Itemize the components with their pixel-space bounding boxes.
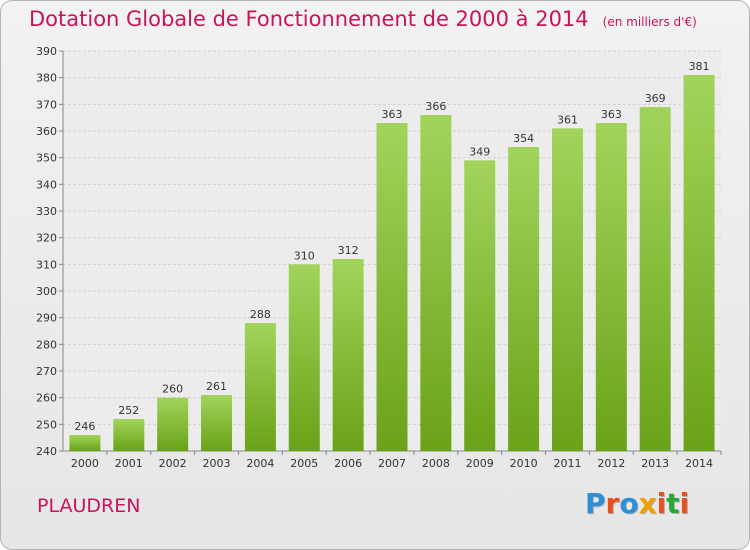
y-tick-label: 380 bbox=[36, 72, 57, 85]
y-tick-label: 290 bbox=[36, 312, 57, 325]
x-tick-label: 2005 bbox=[290, 457, 318, 470]
bar bbox=[201, 395, 233, 451]
x-tick-label: 2007 bbox=[378, 457, 406, 470]
data-label: 366 bbox=[425, 100, 446, 113]
bar bbox=[639, 107, 671, 451]
place-name: PLAUDREN bbox=[37, 495, 141, 517]
logo-letter: t bbox=[666, 487, 680, 520]
y-tick-label: 340 bbox=[36, 178, 57, 191]
logo-letter: i bbox=[656, 487, 667, 520]
x-tick-label: 2003 bbox=[203, 457, 231, 470]
bar bbox=[244, 323, 276, 451]
data-label: 288 bbox=[250, 308, 271, 321]
logo-letter: P bbox=[585, 487, 606, 520]
y-tick-label: 390 bbox=[36, 45, 57, 58]
y-tick-label: 320 bbox=[36, 232, 57, 245]
y-tick-label: 240 bbox=[36, 445, 57, 458]
data-label: 260 bbox=[162, 383, 183, 396]
x-tick-label: 2012 bbox=[597, 457, 625, 470]
x-tick-label: 2008 bbox=[422, 457, 450, 470]
bar bbox=[683, 75, 715, 451]
x-tick-label: 2010 bbox=[510, 457, 538, 470]
x-tick-label: 2006 bbox=[334, 457, 362, 470]
title-text: Dotation Globale de Fonctionnement de 20… bbox=[29, 7, 589, 31]
data-label: 252 bbox=[118, 404, 139, 417]
bar bbox=[113, 419, 145, 451]
proxiti-logo: Proxiti bbox=[585, 487, 689, 520]
logo-letter: o bbox=[619, 487, 639, 520]
bar bbox=[508, 147, 540, 451]
x-tick-label: 2002 bbox=[159, 457, 187, 470]
data-label: 363 bbox=[601, 108, 622, 121]
y-tick-label: 270 bbox=[36, 365, 57, 378]
x-tick-label: 2013 bbox=[641, 457, 669, 470]
data-label: 363 bbox=[382, 108, 403, 121]
logo-letter: i bbox=[679, 487, 690, 520]
x-tick-label: 2001 bbox=[115, 457, 143, 470]
x-tick-label: 2000 bbox=[71, 457, 99, 470]
logo-letter: r bbox=[605, 487, 620, 520]
data-label: 361 bbox=[557, 113, 578, 126]
bar bbox=[595, 123, 627, 451]
y-tick-label: 300 bbox=[36, 285, 57, 298]
data-label: 312 bbox=[338, 244, 359, 257]
unit-note: (en milliers d'€) bbox=[602, 15, 697, 29]
x-tick-label: 2011 bbox=[553, 457, 581, 470]
chart-title: Dotation Globale de Fonctionnement de 20… bbox=[29, 7, 697, 31]
data-label: 369 bbox=[645, 92, 666, 105]
x-tick-label: 2004 bbox=[246, 457, 274, 470]
bar bbox=[288, 264, 320, 451]
y-tick-label: 260 bbox=[36, 392, 57, 405]
y-tick-label: 350 bbox=[36, 152, 57, 165]
data-label: 381 bbox=[689, 60, 710, 73]
data-label: 246 bbox=[74, 420, 95, 433]
y-tick-label: 360 bbox=[36, 125, 57, 138]
y-tick-label: 280 bbox=[36, 338, 57, 351]
bar bbox=[376, 123, 408, 451]
bar bbox=[551, 128, 583, 451]
logo-letter: x bbox=[638, 487, 657, 520]
y-tick-label: 310 bbox=[36, 258, 57, 271]
y-tick-label: 250 bbox=[36, 418, 57, 431]
bar bbox=[157, 397, 189, 451]
data-label: 310 bbox=[294, 249, 315, 262]
x-tick-label: 2014 bbox=[685, 457, 713, 470]
x-tick-label: 2009 bbox=[466, 457, 494, 470]
y-tick-label: 370 bbox=[36, 98, 57, 111]
data-label: 349 bbox=[469, 145, 490, 158]
data-label: 261 bbox=[206, 380, 227, 393]
y-tick-label: 330 bbox=[36, 205, 57, 218]
bar bbox=[69, 435, 101, 451]
data-label: 354 bbox=[513, 132, 534, 145]
bar bbox=[420, 115, 452, 451]
bar bbox=[332, 259, 364, 451]
bar bbox=[464, 160, 496, 452]
